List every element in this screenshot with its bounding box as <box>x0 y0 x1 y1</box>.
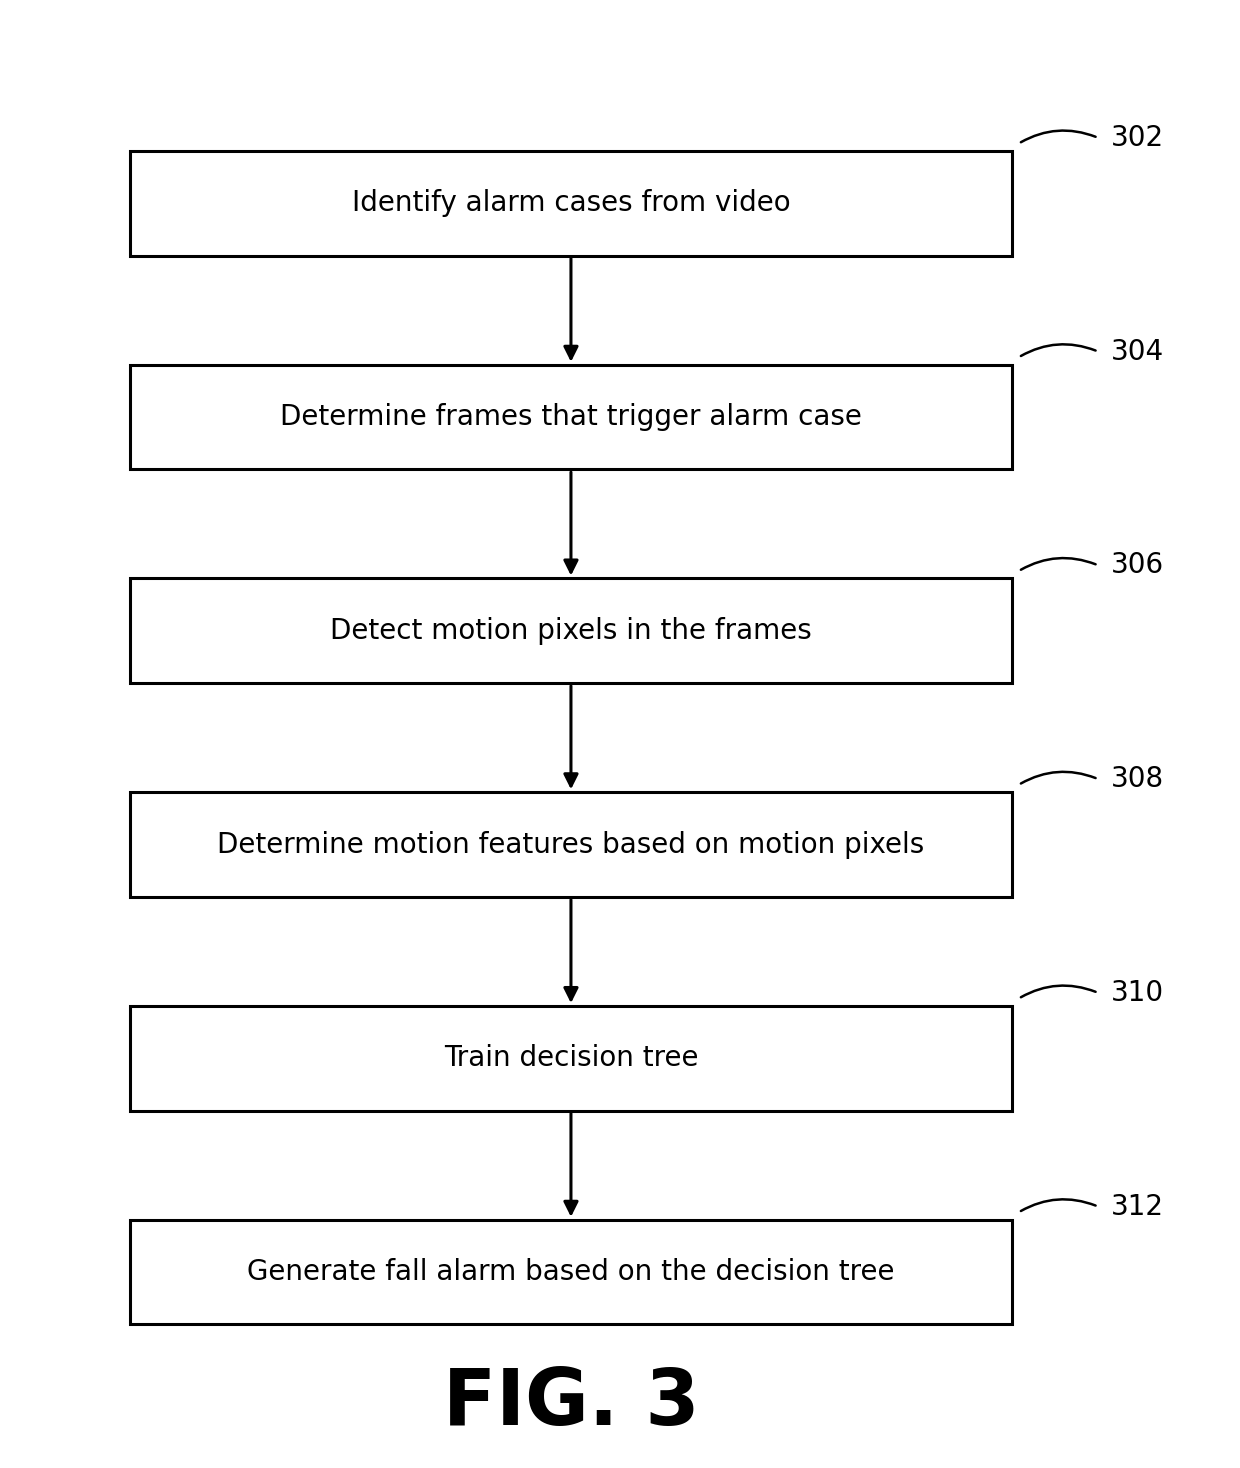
Text: Determine motion features based on motion pixels: Determine motion features based on motio… <box>217 831 925 859</box>
Text: Generate fall alarm based on the decision tree: Generate fall alarm based on the decisio… <box>247 1258 895 1286</box>
Text: 302: 302 <box>1111 123 1163 151</box>
Bar <box>129 793 1012 897</box>
Text: Detect motion pixels in the frames: Detect motion pixels in the frames <box>330 617 812 644</box>
Text: Identify alarm cases from video: Identify alarm cases from video <box>352 189 790 217</box>
Text: 308: 308 <box>1111 765 1163 793</box>
Text: 304: 304 <box>1111 338 1163 366</box>
Text: 310: 310 <box>1111 979 1163 1007</box>
Bar <box>129 578 1012 683</box>
Bar <box>129 1220 1012 1324</box>
Bar <box>129 364 1012 470</box>
Text: 306: 306 <box>1111 552 1163 580</box>
Text: Determine frames that trigger alarm case: Determine frames that trigger alarm case <box>280 404 862 432</box>
Text: Train decision tree: Train decision tree <box>444 1044 698 1072</box>
Bar <box>129 151 1012 255</box>
Text: FIG. 3: FIG. 3 <box>443 1365 699 1442</box>
Text: 312: 312 <box>1111 1192 1163 1220</box>
Bar <box>129 1006 1012 1111</box>
